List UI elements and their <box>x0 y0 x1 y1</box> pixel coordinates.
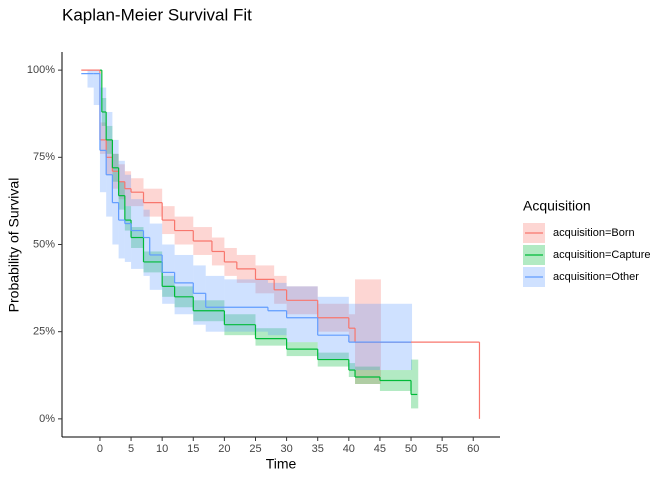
x-tick-label: 40 <box>343 443 355 455</box>
y-tick-label: 100% <box>27 64 55 76</box>
confidence-band <box>355 366 380 384</box>
confidence-band <box>124 174 132 262</box>
bands <box>81 70 419 409</box>
y-axis-label: Probability of Survival <box>6 178 22 313</box>
confidence-band <box>174 254 194 315</box>
confidence-band <box>131 199 144 269</box>
confidence-band <box>355 279 380 384</box>
confidence-band <box>348 303 412 371</box>
x-tick-label: 10 <box>156 443 168 455</box>
x-tick-label: 30 <box>280 443 292 455</box>
confidence-band <box>317 296 349 360</box>
y-tick-label: 75% <box>33 151 55 163</box>
x-tick-label: 60 <box>467 443 479 455</box>
legend-title: Acquisition <box>523 198 591 214</box>
x-tick-label: 55 <box>436 443 448 455</box>
confidence-band <box>149 223 163 290</box>
chart-title: Kaplan-Meier Survival Fit <box>62 5 252 24</box>
confidence-band <box>224 279 268 332</box>
y-tick-label: 0% <box>39 413 55 425</box>
x-tick-label: 15 <box>187 443 199 455</box>
x-tick-label: 25 <box>249 443 261 455</box>
confidence-band <box>267 282 287 336</box>
confidence-band <box>93 70 100 106</box>
confidence-band <box>193 265 206 325</box>
x-tick-label: 35 <box>312 443 324 455</box>
confidence-band <box>143 209 150 276</box>
x-axis-label: Time <box>266 456 297 472</box>
confidence-band <box>99 122 107 154</box>
confidence-band <box>255 328 287 346</box>
confidence-band <box>286 286 318 343</box>
confidence-band <box>379 279 381 384</box>
y-tick-label: 50% <box>33 238 55 250</box>
legend-label: acquisition=Other <box>553 271 639 283</box>
x-tick-label: 20 <box>218 443 230 455</box>
confidence-band <box>124 206 132 231</box>
x-tick-label: 50 <box>405 443 417 455</box>
confidence-band <box>417 359 419 409</box>
confidence-band <box>106 111 113 217</box>
confidence-band <box>411 303 413 371</box>
confidence-band <box>112 139 119 245</box>
legend-label: acquisition=Capture <box>553 249 651 261</box>
confidence-band <box>162 244 175 304</box>
legend-label: acquisition=Born <box>553 227 635 239</box>
x-tick-label: 5 <box>128 443 134 455</box>
confidence-band <box>118 160 125 259</box>
confidence-band <box>87 70 94 88</box>
lines <box>81 69 481 419</box>
confidence-band <box>411 359 418 409</box>
y-tick-label: 25% <box>33 326 55 338</box>
x-tick-label: 45 <box>374 443 386 455</box>
x-tick-label: 0 <box>97 443 103 455</box>
confidence-band <box>205 275 225 332</box>
